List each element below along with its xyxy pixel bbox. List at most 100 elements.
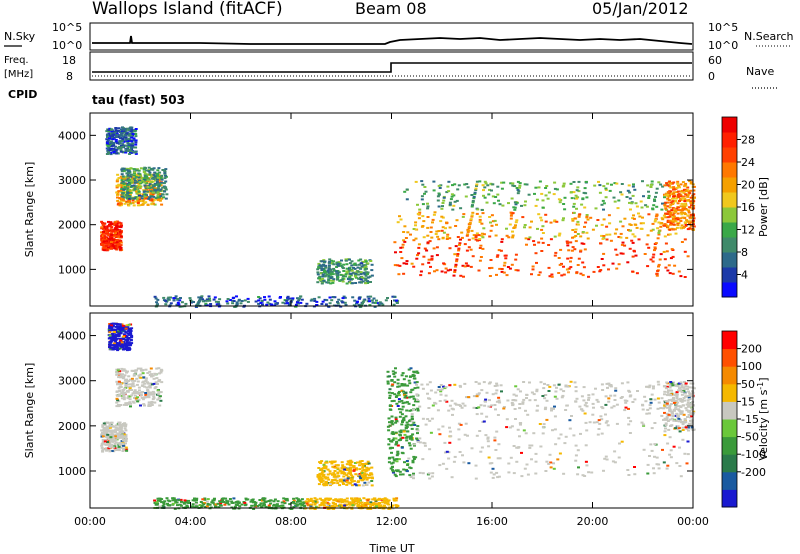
power-colorbar-swatch <box>722 222 737 238</box>
power-echo-cell <box>480 232 484 235</box>
power-echo-cell <box>448 201 452 204</box>
power-echo-cell <box>515 201 519 204</box>
velocity-echo-cell <box>463 433 467 436</box>
velocity-echo-cell <box>137 389 141 392</box>
velocity-echo-cell <box>101 432 105 435</box>
power-echo-cell <box>366 282 370 284</box>
power-echo-cell <box>685 208 689 211</box>
power-echo-cell <box>513 208 517 211</box>
power-echo-cell <box>692 185 696 188</box>
power-echo-cell <box>502 264 506 267</box>
power-echo-cell <box>259 302 263 304</box>
velocity-echo-cell <box>393 473 397 476</box>
power-echo-cell <box>156 199 160 202</box>
velocity-echo-cell <box>409 424 413 427</box>
velocity-echo-cell <box>395 454 399 457</box>
power-echo-cell <box>109 221 113 224</box>
velocity-echo-cell <box>117 335 121 337</box>
power-echo-cell <box>420 195 424 198</box>
velocity-echo-cell <box>643 395 647 398</box>
power-echo-cell <box>491 220 495 223</box>
power-echo-cell <box>540 219 544 222</box>
velocity-echo-cell <box>600 383 604 386</box>
power-echo-cell <box>508 223 512 226</box>
power-echo-cell <box>488 235 492 238</box>
velocity-echo-cell <box>649 443 653 446</box>
velocity-echo-cell <box>416 425 420 428</box>
power-echo-cell <box>337 261 341 264</box>
velocity-echo-cell <box>547 462 551 465</box>
power-echo-cell <box>107 130 110 133</box>
power-echo-cell <box>657 181 661 184</box>
velocity-echo-cell <box>125 349 129 352</box>
velocity-echo-cell <box>390 462 394 465</box>
velocity-echo-cell <box>103 438 107 441</box>
power-echo-cell <box>106 145 110 147</box>
velocity-echo-cell <box>564 409 568 411</box>
velocity-echo-cell <box>441 425 445 428</box>
power-echo-cell <box>496 193 500 196</box>
velocity-echo-cell <box>327 478 331 481</box>
velocity-echo-cell <box>124 435 128 438</box>
power-echo-cell <box>136 174 140 177</box>
power-echo-cell <box>541 232 545 234</box>
power-echo-cell <box>471 204 474 207</box>
velocity-echo-cell <box>157 380 161 383</box>
velocity-echo-cell <box>402 468 406 471</box>
power-echo-cell <box>530 273 533 276</box>
power-echo-cell <box>681 197 685 200</box>
velocity-echo-cell <box>574 390 578 393</box>
power-echo-cell <box>507 236 511 239</box>
velocity-echo-cell <box>280 506 283 509</box>
power-echo-cell <box>138 194 141 197</box>
velocity-echo-cell <box>118 342 121 345</box>
power-echo-cell <box>693 196 696 199</box>
velocity-echo-cell <box>119 325 123 328</box>
velocity-echo-cell <box>426 392 429 395</box>
velocity-echo-cell <box>205 500 209 503</box>
power-echo-cell <box>468 222 472 224</box>
velocity-echo-cell <box>556 458 560 461</box>
velocity-echoes <box>100 322 696 510</box>
power-echo-cell <box>454 245 458 248</box>
velocity-echo-cell <box>604 421 608 424</box>
power-echo-cell <box>516 188 520 191</box>
power-echo-cell <box>327 281 330 284</box>
power-echo-cell <box>674 232 678 235</box>
power-echo-cell <box>405 260 409 263</box>
velocity-echo-cell <box>532 393 536 396</box>
power-echo-cell <box>366 276 370 279</box>
velocity-echo-cell <box>604 413 607 416</box>
velocity-echo-cell <box>662 418 665 421</box>
velocity-echo-cell <box>628 432 632 434</box>
velocity-echo-cell <box>397 398 401 401</box>
power-echo-cell <box>437 205 441 208</box>
power-echo-cell <box>433 211 437 214</box>
power-echo-cell <box>315 304 319 306</box>
velocity-echo-cell <box>412 474 415 477</box>
power-echo-cell <box>370 274 374 277</box>
velocity-echo-cell <box>583 475 587 477</box>
power-echo-cell <box>583 248 587 251</box>
power-echo-cell <box>473 191 477 194</box>
power-echo-cell <box>111 239 115 242</box>
power-echo-cell <box>611 262 615 265</box>
velocity-echo-cell <box>155 503 159 506</box>
velocity-echo-cell <box>407 457 411 460</box>
power-echo-cell <box>689 224 693 227</box>
power-echo-cell <box>403 225 407 228</box>
power-echo-cell <box>161 193 165 196</box>
velocity-echo-cell <box>461 402 465 405</box>
power-echo-cell <box>369 295 373 298</box>
power-echo-cell <box>336 272 340 275</box>
freq-panel: Freq. [MHz] 18 8 60 0 Nave CPID tau (fas… <box>4 51 778 107</box>
velocity-echo-cell <box>345 481 349 484</box>
velocity-echo-cell <box>342 500 346 503</box>
power-echo-cell <box>647 194 651 197</box>
power-echo-cell <box>429 265 432 268</box>
velocity-echo-cell <box>493 385 497 387</box>
velocity-echo-cell <box>574 444 578 447</box>
velocity-echo-cell <box>605 420 609 423</box>
power-echo-cell <box>673 264 677 267</box>
power-echo-cell <box>604 196 608 199</box>
